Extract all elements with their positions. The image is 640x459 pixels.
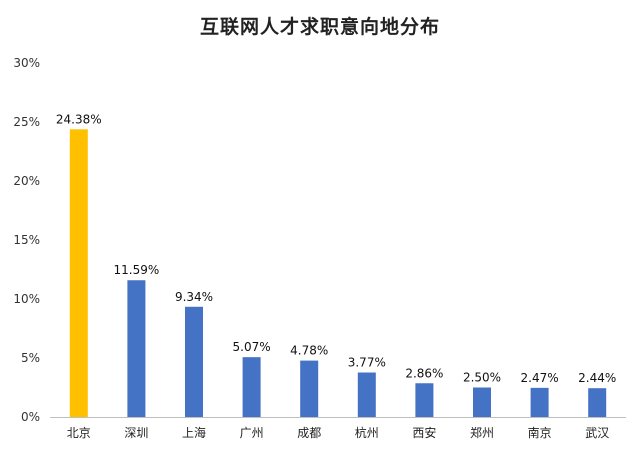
x-tick-label: 南京 <box>528 425 552 440</box>
y-axis: 0% 5% 10% 15% 20% 25% 30% <box>13 56 40 424</box>
bar-南京 <box>530 387 549 417</box>
data-label: 5.07% <box>233 340 271 354</box>
data-label: 2.44% <box>578 371 616 385</box>
x-tick-label: 深圳 <box>124 426 148 440</box>
y-tick-label: 10% <box>13 292 40 306</box>
bar-广州 <box>242 357 261 417</box>
data-label: 3.77% <box>348 356 386 370</box>
bar-杭州 <box>357 372 376 417</box>
x-tick-label: 成都 <box>297 426 321 440</box>
bar-北京 <box>69 129 88 418</box>
data-label: 2.47% <box>521 371 559 385</box>
bar-郑州 <box>473 387 491 417</box>
bar-武汉 <box>588 388 607 417</box>
data-labels: 24.38% 11.59% 9.34% 5.07% 4.78% 3.77% 2.86% 2.5… <box>56 112 616 385</box>
bar-上海 <box>185 306 203 417</box>
y-tick-label: 25% <box>13 115 40 129</box>
data-label: 2.86% <box>405 366 443 380</box>
chart-title: 互联网人才求职意向地分布 <box>199 16 440 38</box>
bar-西安 <box>415 383 434 417</box>
x-tick-label: 武汉 <box>585 426 609 440</box>
x-tick-label: 西安 <box>412 425 436 440</box>
x-axis: 北京 深圳 上海 广州 成都 杭州 西安 郑州 南京 武汉 <box>67 425 609 440</box>
data-label: 11.59% <box>114 263 160 277</box>
x-tick-label: 郑州 <box>470 425 494 440</box>
y-tick-label: 0% <box>21 410 40 424</box>
x-tick-label: 广州 <box>240 426 264 440</box>
data-label: 2.50% <box>463 371 501 385</box>
x-tick-label: 杭州 <box>355 425 379 440</box>
x-tick-label: 北京 <box>67 426 91 440</box>
y-tick-label: 15% <box>13 233 40 247</box>
bar-成都 <box>300 360 319 417</box>
data-label: 24.38% <box>56 112 102 126</box>
y-tick-label: 5% <box>21 351 40 365</box>
bars <box>69 129 607 418</box>
data-label: 4.78% <box>290 344 328 358</box>
y-tick-label: 30% <box>13 56 40 70</box>
bar-深圳 <box>127 280 146 417</box>
data-label: 9.34% <box>175 290 213 304</box>
y-tick-label: 20% <box>13 174 40 188</box>
x-tick-label: 上海 <box>182 425 206 440</box>
